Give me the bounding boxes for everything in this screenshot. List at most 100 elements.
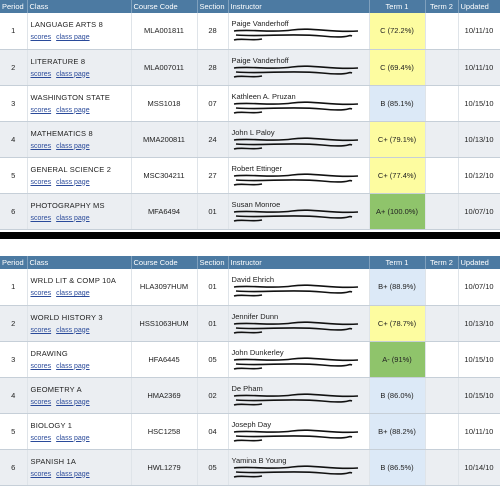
term1-grade-cell[interactable]: C (72.2%) bbox=[369, 13, 426, 50]
section-cell: 28 bbox=[197, 49, 229, 86]
term1-grade-cell[interactable]: B+ (88.2%) bbox=[369, 413, 426, 450]
instructor-cell: Yamina B Young bbox=[228, 449, 370, 486]
scores-link[interactable]: scores bbox=[30, 70, 52, 78]
scores-link[interactable]: scores bbox=[30, 326, 52, 334]
instructor-name[interactable]: Yamina B Young bbox=[231, 455, 287, 465]
class-page-link[interactable]: class page bbox=[56, 106, 90, 114]
redacted-contact bbox=[232, 464, 366, 479]
class-page-link[interactable]: class page bbox=[56, 398, 90, 406]
term1-grade-cell[interactable]: B (86.0%) bbox=[369, 377, 426, 414]
table-row: 4 MATHEMATICS 8 scores class page MMA200811 2… bbox=[0, 121, 500, 158]
term2-grade-cell bbox=[425, 193, 459, 230]
term1-grade-cell[interactable]: A+ (100.0%) bbox=[369, 193, 426, 230]
term1-grade-cell[interactable]: A- (91%) bbox=[369, 341, 426, 378]
header-class[interactable]: Class bbox=[27, 0, 132, 13]
course-code-cell: MLA007011 bbox=[131, 49, 198, 86]
instructor-name[interactable]: Robert Ettinger bbox=[231, 163, 282, 173]
updated-cell: 10/15/10 bbox=[458, 341, 500, 378]
header-period[interactable]: Period bbox=[0, 256, 28, 269]
section-cell: 01 bbox=[197, 305, 229, 342]
term2-grade-cell bbox=[425, 449, 459, 486]
header-instructor[interactable]: Instructor bbox=[228, 256, 370, 269]
course-code-cell: MLA001811 bbox=[131, 13, 198, 50]
header-section[interactable]: Section bbox=[197, 0, 229, 13]
section-cell: 27 bbox=[197, 157, 229, 194]
term1-grade-cell[interactable]: C+ (77.4%) bbox=[369, 157, 426, 194]
instructor-cell: Robert Ettinger bbox=[228, 157, 370, 194]
redaction-scribble bbox=[233, 392, 358, 406]
header-class[interactable]: Class bbox=[27, 256, 132, 269]
redaction-scribble bbox=[233, 464, 358, 478]
table-row: 4 GEOMETRY A scores class page HMA2369 02 De P… bbox=[0, 377, 500, 414]
instructor-name[interactable]: De Pham bbox=[231, 383, 263, 393]
period-cell: 1 bbox=[0, 269, 28, 306]
instructor-name[interactable]: John L Paloy bbox=[231, 127, 275, 137]
class-name: BIOLOGY 1 bbox=[30, 420, 73, 430]
period-cell: 6 bbox=[0, 193, 28, 230]
term1-grade-cell[interactable]: B (85.1%) bbox=[369, 85, 426, 122]
class-page-link[interactable]: class page bbox=[56, 326, 90, 334]
scores-link[interactable]: scores bbox=[30, 178, 52, 186]
instructor-cell: Paige Vanderhoff bbox=[228, 13, 370, 50]
scores-link[interactable]: scores bbox=[30, 434, 52, 442]
section-cell: 05 bbox=[197, 449, 229, 486]
term2-grade-cell bbox=[425, 269, 459, 306]
period-cell: 2 bbox=[0, 305, 28, 342]
header-period[interactable]: Period bbox=[0, 0, 28, 13]
instructor-name[interactable]: Kathleen A. Pruzan bbox=[231, 91, 296, 101]
instructor-name[interactable]: Paige Vanderhoff bbox=[231, 19, 289, 29]
class-page-link[interactable]: class page bbox=[56, 142, 90, 150]
instructor-name[interactable]: Joseph Day bbox=[231, 419, 272, 429]
redacted-contact bbox=[232, 136, 366, 151]
instructor-name[interactable]: Susan Monroe bbox=[231, 199, 281, 209]
redaction-scribble bbox=[233, 284, 358, 298]
term1-grade-cell[interactable]: C+ (79.1%) bbox=[369, 121, 426, 158]
class-name: LANGUAGE ARTS 8 bbox=[30, 20, 103, 30]
table-row: 3 WASHINGTON STATE scores class page MSS1018… bbox=[0, 85, 500, 122]
class-page-link[interactable]: class page bbox=[56, 178, 90, 186]
table-row: 1 WRLD LIT & COMP 10A scores class page HLA3… bbox=[0, 269, 500, 306]
instructor-name[interactable]: David Ehrich bbox=[231, 275, 275, 285]
class-name: MATHEMATICS 8 bbox=[30, 128, 93, 138]
header-instructor[interactable]: Instructor bbox=[228, 0, 370, 13]
scores-link[interactable]: scores bbox=[30, 470, 52, 478]
scores-link[interactable]: scores bbox=[30, 106, 52, 114]
class-page-link[interactable]: class page bbox=[56, 434, 90, 442]
term1-grade-cell[interactable]: B+ (88.9%) bbox=[369, 269, 426, 306]
class-page-link[interactable]: class page bbox=[56, 34, 90, 42]
scores-link[interactable]: scores bbox=[30, 142, 52, 150]
table-header-row: Period Class Course Code Section Instructor T… bbox=[0, 256, 500, 269]
header-course-code[interactable]: Course Code bbox=[131, 0, 198, 13]
scores-link[interactable]: scores bbox=[30, 290, 52, 298]
header-updated[interactable]: Updated bbox=[458, 0, 500, 13]
instructor-name[interactable]: Paige Vanderhoff bbox=[231, 55, 289, 65]
class-page-link[interactable]: class page bbox=[56, 290, 90, 298]
header-section[interactable]: Section bbox=[197, 256, 229, 269]
instructor-name[interactable]: John Dunkerley bbox=[231, 347, 284, 357]
header-updated[interactable]: Updated bbox=[458, 256, 500, 269]
scores-link[interactable]: scores bbox=[30, 214, 52, 222]
scores-link[interactable]: scores bbox=[30, 34, 52, 42]
class-page-link[interactable]: class page bbox=[56, 70, 90, 78]
header-term1[interactable]: Term 1 bbox=[369, 0, 426, 13]
redacted-contact bbox=[232, 100, 366, 115]
header-course-code[interactable]: Course Code bbox=[131, 256, 198, 269]
header-term2[interactable]: Term 2 bbox=[425, 256, 459, 269]
header-term2[interactable]: Term 2 bbox=[425, 0, 459, 13]
updated-cell: 10/11/10 bbox=[458, 413, 500, 450]
term1-grade-cell[interactable]: B (86.5%) bbox=[369, 449, 426, 486]
term1-grade-cell[interactable]: C+ (78.7%) bbox=[369, 305, 426, 342]
scores-link[interactable]: scores bbox=[30, 398, 52, 406]
term1-grade-cell[interactable]: C (69.4%) bbox=[369, 49, 426, 86]
class-page-link[interactable]: class page bbox=[56, 214, 90, 222]
class-page-link[interactable]: class page bbox=[56, 362, 90, 370]
course-code-cell: HFA6445 bbox=[131, 341, 198, 378]
period-cell: 6 bbox=[0, 449, 28, 486]
table-header-row: Period Class Course Code Section Instructor T… bbox=[0, 0, 500, 13]
class-page-link[interactable]: class page bbox=[56, 470, 90, 478]
class-cell: MATHEMATICS 8 scores class page bbox=[27, 121, 132, 158]
header-term1[interactable]: Term 1 bbox=[369, 256, 426, 269]
instructor-name[interactable]: Jennifer Dunn bbox=[231, 311, 279, 321]
scores-link[interactable]: scores bbox=[30, 362, 52, 370]
class-name: DRAWING bbox=[30, 348, 68, 358]
